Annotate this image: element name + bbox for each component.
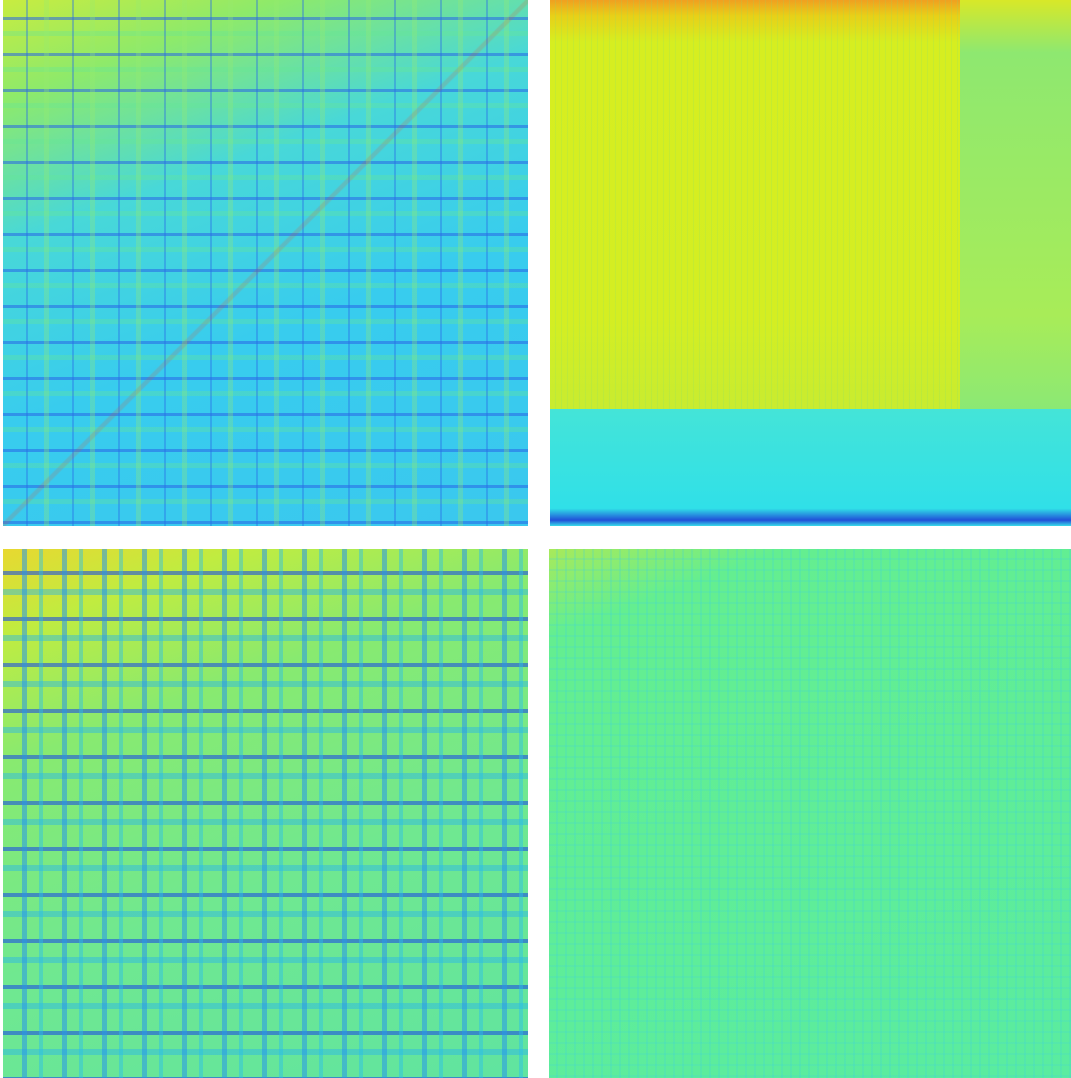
heatmap-top-left	[3, 0, 528, 526]
heatmap-top-right	[550, 0, 1071, 526]
column-bands	[3, 549, 528, 1078]
diagonal	[3, 0, 528, 526]
heatmap-bottom-right	[549, 549, 1071, 1078]
column-bands	[549, 549, 1071, 1078]
row-bands	[549, 549, 1071, 1078]
heatmap-bottom-left	[3, 549, 528, 1078]
column-bands	[3, 0, 528, 526]
bottom-block	[550, 409, 1071, 526]
row-bands	[3, 0, 528, 526]
